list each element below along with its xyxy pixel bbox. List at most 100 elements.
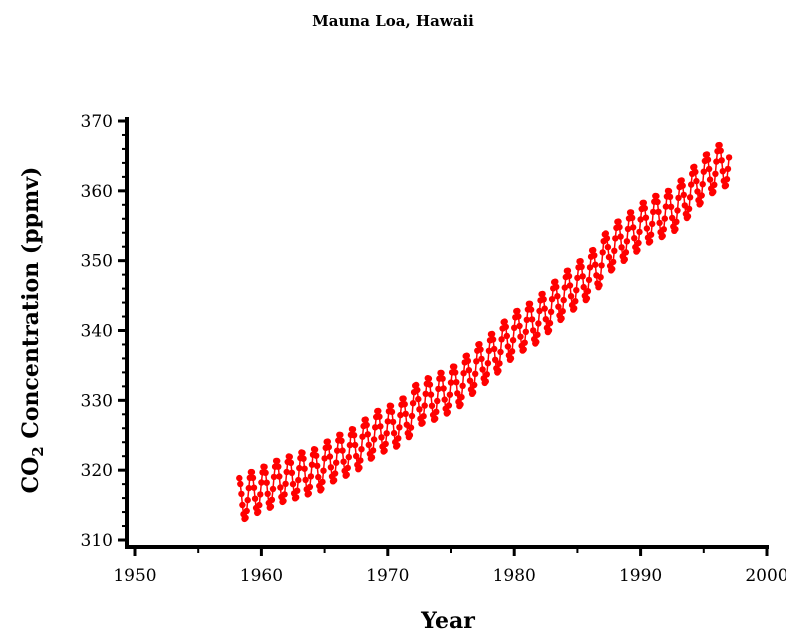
data-point	[326, 453, 334, 460]
data-point	[307, 473, 315, 480]
data-point	[344, 464, 351, 472]
data-point	[533, 338, 540, 346]
data-point	[319, 478, 326, 486]
data-point	[473, 358, 480, 365]
data-point	[339, 447, 346, 454]
data-point	[357, 457, 364, 464]
data-point	[351, 441, 359, 449]
data-point	[320, 467, 327, 474]
data-point	[603, 235, 611, 242]
data-point	[313, 452, 320, 459]
data-point	[426, 381, 434, 388]
data-point	[384, 418, 391, 425]
y-axis-label: CO2 Concentration (ppmv)	[18, 167, 47, 494]
data-point	[478, 355, 485, 363]
data-point	[719, 168, 726, 175]
data-point	[479, 366, 486, 373]
data-point	[267, 503, 275, 510]
data-point	[364, 431, 371, 438]
data-point	[586, 264, 594, 271]
data-point	[345, 453, 352, 461]
data-point	[407, 424, 415, 431]
x-axis-label: Year	[420, 608, 475, 634]
data-point	[383, 430, 390, 437]
data-point	[496, 360, 503, 367]
ticks	[118, 119, 769, 556]
data-point	[305, 490, 312, 497]
data-point	[415, 395, 422, 403]
data-point	[258, 479, 265, 486]
data-point	[293, 494, 300, 501]
data-point	[337, 431, 344, 439]
data-point	[688, 181, 695, 188]
data-point	[558, 315, 565, 322]
data-point	[655, 208, 662, 215]
data-point	[262, 469, 269, 476]
data-point	[541, 305, 548, 312]
data-point	[716, 141, 723, 149]
data-point	[599, 249, 606, 256]
data-point	[630, 224, 637, 231]
data-point	[547, 308, 555, 315]
data-point	[618, 244, 625, 251]
data-point	[536, 307, 543, 315]
data-point	[583, 295, 591, 302]
data-point	[615, 218, 622, 225]
data-point	[463, 352, 470, 359]
data-point	[597, 274, 604, 281]
data-point	[381, 447, 388, 454]
data-point	[590, 246, 597, 254]
y-tick-label: 330	[81, 391, 113, 411]
data-point	[672, 226, 679, 233]
data-point	[458, 393, 465, 401]
data-point	[514, 307, 521, 315]
data-point	[553, 283, 560, 291]
data-point	[318, 485, 325, 493]
data-point	[275, 463, 282, 470]
data-point	[704, 156, 712, 163]
data-point	[548, 296, 556, 303]
data-point	[678, 177, 685, 184]
data-point	[592, 261, 599, 268]
data-point	[659, 232, 666, 240]
data-point	[712, 170, 719, 177]
data-point	[598, 262, 605, 269]
data-point	[667, 203, 675, 210]
data-point	[483, 371, 490, 378]
data-point	[315, 473, 322, 481]
data-point	[631, 235, 638, 242]
data-point	[602, 230, 609, 237]
data-point	[346, 441, 354, 449]
data-point	[654, 198, 661, 206]
data-point	[256, 501, 263, 509]
data-point	[482, 378, 489, 385]
data-point	[331, 470, 339, 477]
data-point	[263, 479, 270, 486]
data-point	[438, 369, 445, 377]
data-point	[444, 409, 451, 416]
data-point	[484, 360, 492, 367]
data-point	[509, 337, 517, 344]
data-point	[591, 252, 598, 259]
data-point	[621, 256, 628, 263]
data-point	[281, 491, 288, 498]
data-point	[610, 258, 617, 266]
data-point	[717, 147, 724, 154]
data-point	[552, 278, 559, 285]
data-point	[491, 345, 498, 353]
y-tick-label: 320	[81, 461, 113, 481]
y-axis-label-main: CO	[18, 457, 44, 494]
data-point	[526, 300, 534, 307]
data-point	[372, 424, 379, 431]
data-point	[705, 165, 713, 173]
data-point	[238, 490, 245, 498]
data-point	[390, 429, 398, 437]
data-point	[280, 497, 287, 505]
tick-labels: 1950 1960 1970 1980 1990 2000 310 320 330 340 350 3…	[81, 112, 786, 586]
data-point	[476, 341, 483, 348]
data-point	[378, 434, 385, 441]
data-point	[546, 319, 554, 327]
data-point	[680, 191, 687, 199]
data-point	[665, 187, 673, 195]
data-point	[559, 308, 566, 315]
